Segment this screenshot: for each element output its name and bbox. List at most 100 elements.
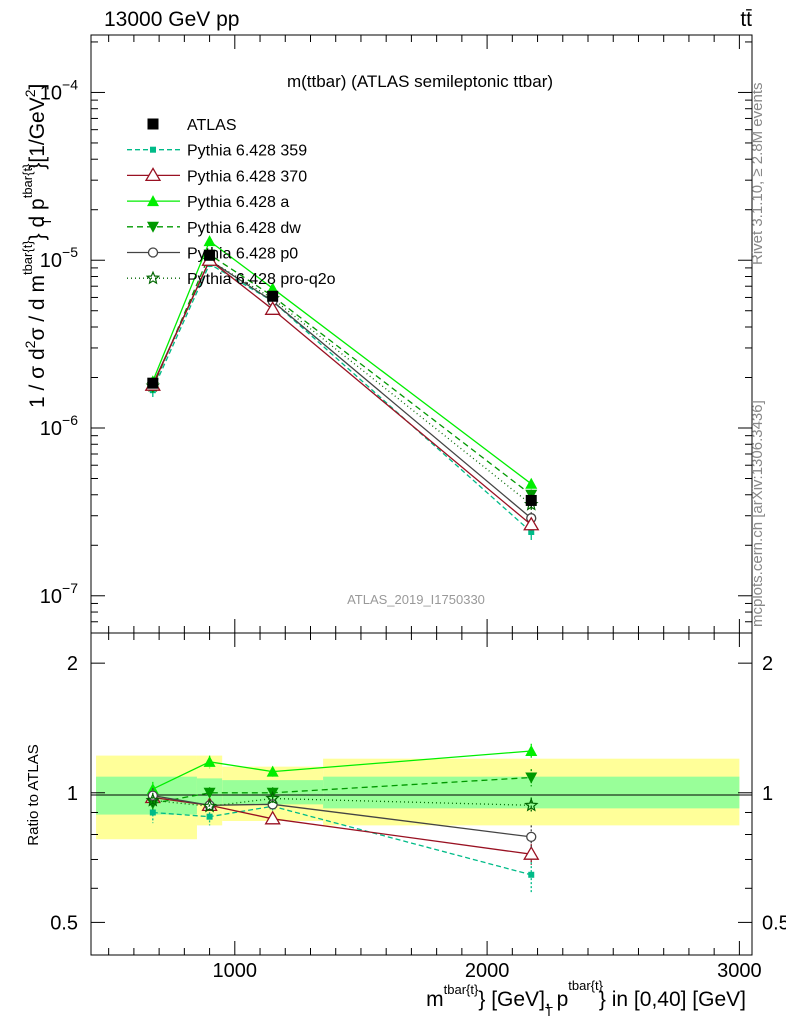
series-pythia-6-428-pro-q2o: [145, 252, 539, 511]
data-marker-down-triangle: [147, 221, 159, 233]
data-marker-star: [265, 790, 280, 805]
ratio-series-pythia-6-428-pro-q2o: [145, 790, 539, 814]
ratio-y-tick-label: 2: [67, 653, 78, 675]
data-marker-triangle: [203, 235, 216, 247]
data-marker-star: [145, 792, 160, 807]
ratio-y-tick-label-right: 1: [762, 783, 773, 805]
legend-label: Pythia 6.428 a: [187, 194, 289, 211]
data-marker-star: [523, 797, 539, 812]
ratio-series-group: [144, 743, 540, 894]
data-marker-down-triangle: [525, 772, 538, 784]
ylabel-part: tbar{t}: [20, 240, 35, 275]
ylabel-part: ]: [26, 84, 49, 90]
series-pythia-6-428-p0: [147, 255, 537, 525]
axis-ticks: 10−7 10−6 10−5 10−4 0.5 0.5 1 1 2 2 1000 2000 3000: [40, 35, 786, 982]
series-line: [152, 259, 532, 506]
data-marker-square: [528, 871, 535, 878]
y-tick-label: 10−7: [40, 580, 78, 608]
ylabel-part: 2: [22, 89, 38, 97]
legend-label: Pythia 6.428 370: [187, 168, 307, 185]
data-marker-square: [150, 146, 156, 153]
analysis-watermark: ATLAS_2019_I1750330: [347, 592, 485, 607]
x-tick-label: 3000: [717, 960, 762, 982]
legend-label: Pythia 6.428 p0: [187, 246, 298, 263]
data-marker-square: [267, 290, 279, 302]
header-energy-label: 13000 GeV pp: [104, 8, 239, 31]
data-marker-square: [204, 249, 216, 261]
data-marker-triangle: [525, 745, 538, 757]
ratio-band-inner: [96, 776, 197, 815]
rivet-version-label: Rivet 3.1.10, ≥ 2.8M events: [749, 83, 766, 266]
legend-label: Pythia 6.428 359: [187, 143, 307, 160]
data-marker-square: [206, 813, 213, 820]
legend-label: ATLAS: [187, 117, 237, 134]
data-marker-triangle: [264, 810, 281, 825]
data-marker-square: [525, 494, 537, 506]
ratio-y-tick-label-right: 0.5: [762, 912, 786, 934]
data-marker-square: [528, 528, 535, 535]
ratio-y-tick-label: 0.5: [50, 912, 78, 934]
xlabel-part: m: [426, 988, 444, 1011]
header-process-label: tt̄: [740, 8, 752, 31]
data-marker-triangle: [147, 195, 159, 207]
series-line: [152, 263, 532, 533]
ratio-line: [152, 750, 532, 790]
data-marker-square: [147, 118, 159, 130]
series-pythia-6-428-a: [146, 235, 538, 489]
data-marker-square: [147, 377, 159, 389]
series-atlas: [147, 249, 537, 507]
xlabel-part: } in [0,40] [GeV]: [599, 988, 746, 1011]
mcplots-reference-label: mcplots.cern.ch [arXiv:1306.3436]: [749, 400, 766, 627]
ylabel-part: 1 / σ d: [26, 348, 49, 408]
data-marker-triangle: [525, 477, 538, 489]
ratio-y-axis-title: Ratio to ATLAS: [25, 744, 42, 845]
ratio-line: [152, 776, 532, 805]
ylabel-part: σ / d m: [26, 275, 49, 340]
ylabel-part: 2: [22, 340, 38, 348]
data-marker-circle: [526, 831, 537, 843]
data-marker-down-triangle: [203, 787, 216, 799]
legend-label: Pythia 6.428 pro-q2o: [187, 271, 336, 288]
data-marker-triangle: [264, 300, 281, 315]
data-marker-triangle: [266, 282, 279, 294]
ratio-uncertainty-bands: [96, 755, 740, 840]
ylabel-part: }[1/GeV: [26, 97, 49, 169]
legend-label: Pythia 6.428 dw: [187, 220, 301, 237]
legend: ATLAS Pythia 6.428 359 Pythia 6.428 370 Pyt…: [127, 117, 336, 288]
series-pythia-6-428-370: [144, 251, 540, 531]
svg-text:1 / σ d2σ / d mtbar{t}} d ptba: 1 / σ d2σ / d mtbar{t}} d ptbar{t}T}[1/G…: [20, 84, 54, 408]
data-marker-triangle: [266, 765, 279, 777]
ratio-line: [152, 797, 532, 807]
ratio-plot-frame: [90, 632, 753, 956]
series-line: [152, 240, 532, 485]
ratio-y-tick-label: 1: [67, 783, 78, 805]
data-marker-triangle: [523, 516, 540, 531]
x-tick-label: 2000: [465, 960, 510, 982]
chart-title: m(ttbar) (ATLAS semileptonic ttbar): [287, 72, 553, 91]
data-marker-triangle: [523, 845, 540, 860]
ylabel-part: tbar{t}: [20, 163, 35, 198]
data-marker-circle: [147, 247, 159, 258]
series-line: [152, 259, 532, 526]
xlabel-part: tbar{t}: [568, 978, 603, 993]
series-pythia-6-428-359: [149, 260, 535, 541]
x-axis-title: mtbar{t}} [GeV], ptbar{t} T} in [0,40] [G…: [426, 978, 746, 1019]
y-tick-label: 10−6: [40, 412, 78, 440]
data-marker-star: [145, 270, 161, 285]
ratio-y-tick-label-right: 2: [762, 653, 773, 675]
y-tick-label: 10−5: [40, 244, 78, 272]
data-marker-triangle: [203, 755, 216, 767]
y-tick-label: 10−4: [40, 76, 78, 104]
ratio-line: [152, 796, 532, 855]
data-marker-triangle: [144, 167, 162, 182]
ylabel-part: T: [39, 218, 54, 226]
series-line: [152, 259, 532, 519]
main-y-axis-title: 1 / σ d2σ / d mtbar{t}} d ptbar{t}T}[1/G…: [20, 84, 54, 408]
xlabel-part: T: [545, 1004, 553, 1019]
main-series-group: [144, 235, 540, 541]
ratio-series-pythia-6-428-a: [146, 743, 538, 797]
xlabel-part: } [GeV], p: [478, 988, 568, 1011]
ratio-series-pythia-6-428-dw: [146, 769, 538, 812]
xlabel-part: tbar{t}: [444, 982, 479, 997]
